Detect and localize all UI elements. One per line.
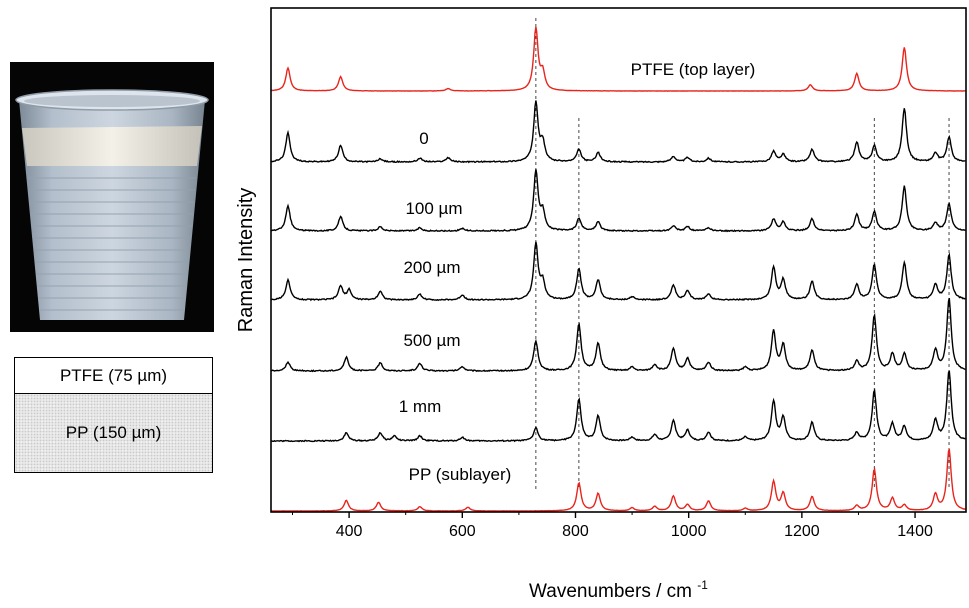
x-axis-ticks: 400 600 800 1000 1200 1400 (292, 512, 933, 540)
series-label: 200 µm (403, 258, 460, 277)
ptfe-layer: PTFE (75 µm) (15, 358, 212, 394)
x-axis-label-superscript: -1 (697, 578, 708, 592)
x-tick-label: 600 (449, 523, 476, 540)
series-label: PP (sublayer) (409, 465, 512, 484)
x-axis-label: Wavenumbers / cm -1 (529, 578, 708, 602)
reference-lines (535, 18, 950, 490)
spectrum-line (270, 26, 966, 92)
x-tick-label: 800 (562, 523, 589, 540)
spectrum-line (270, 100, 966, 164)
pp-layer-label: PP (150 µm) (65, 423, 162, 442)
spectrum-line (270, 169, 966, 233)
pp-layer: PP (150 µm) (15, 394, 212, 472)
spectrum-line (270, 241, 966, 302)
x-tick-label: 400 (336, 523, 363, 540)
series-label: PTFE (top layer) (631, 60, 756, 79)
spectra-group (270, 26, 966, 512)
spectrum-line (271, 297, 966, 373)
series-label: 100 µm (405, 199, 462, 218)
x-tick-label: 1400 (897, 523, 933, 540)
series-label: 500 µm (403, 331, 460, 350)
x-axis-label-text: Wavenumbers / cm (529, 581, 692, 602)
x-tick-label: 1000 (671, 523, 707, 540)
cup-photo (10, 62, 214, 332)
series-label: 0 (419, 129, 428, 148)
layer-structure-box: PTFE (75 µm) PP (150 µm) (14, 357, 213, 473)
plot-frame (270, 7, 967, 513)
spectrum-line (270, 370, 966, 443)
series-label: 1 mm (399, 397, 442, 416)
ptfe-layer-label: PTFE (75 µm) (59, 365, 168, 385)
series-labels: PTFE (top layer) 0 100 µm 200 µm 500 µm 1 mm P… (399, 60, 756, 484)
y-axis-label: Raman Intensity (235, 188, 257, 333)
x-tick-label: 1200 (784, 523, 820, 540)
spectrum-line (270, 448, 966, 512)
